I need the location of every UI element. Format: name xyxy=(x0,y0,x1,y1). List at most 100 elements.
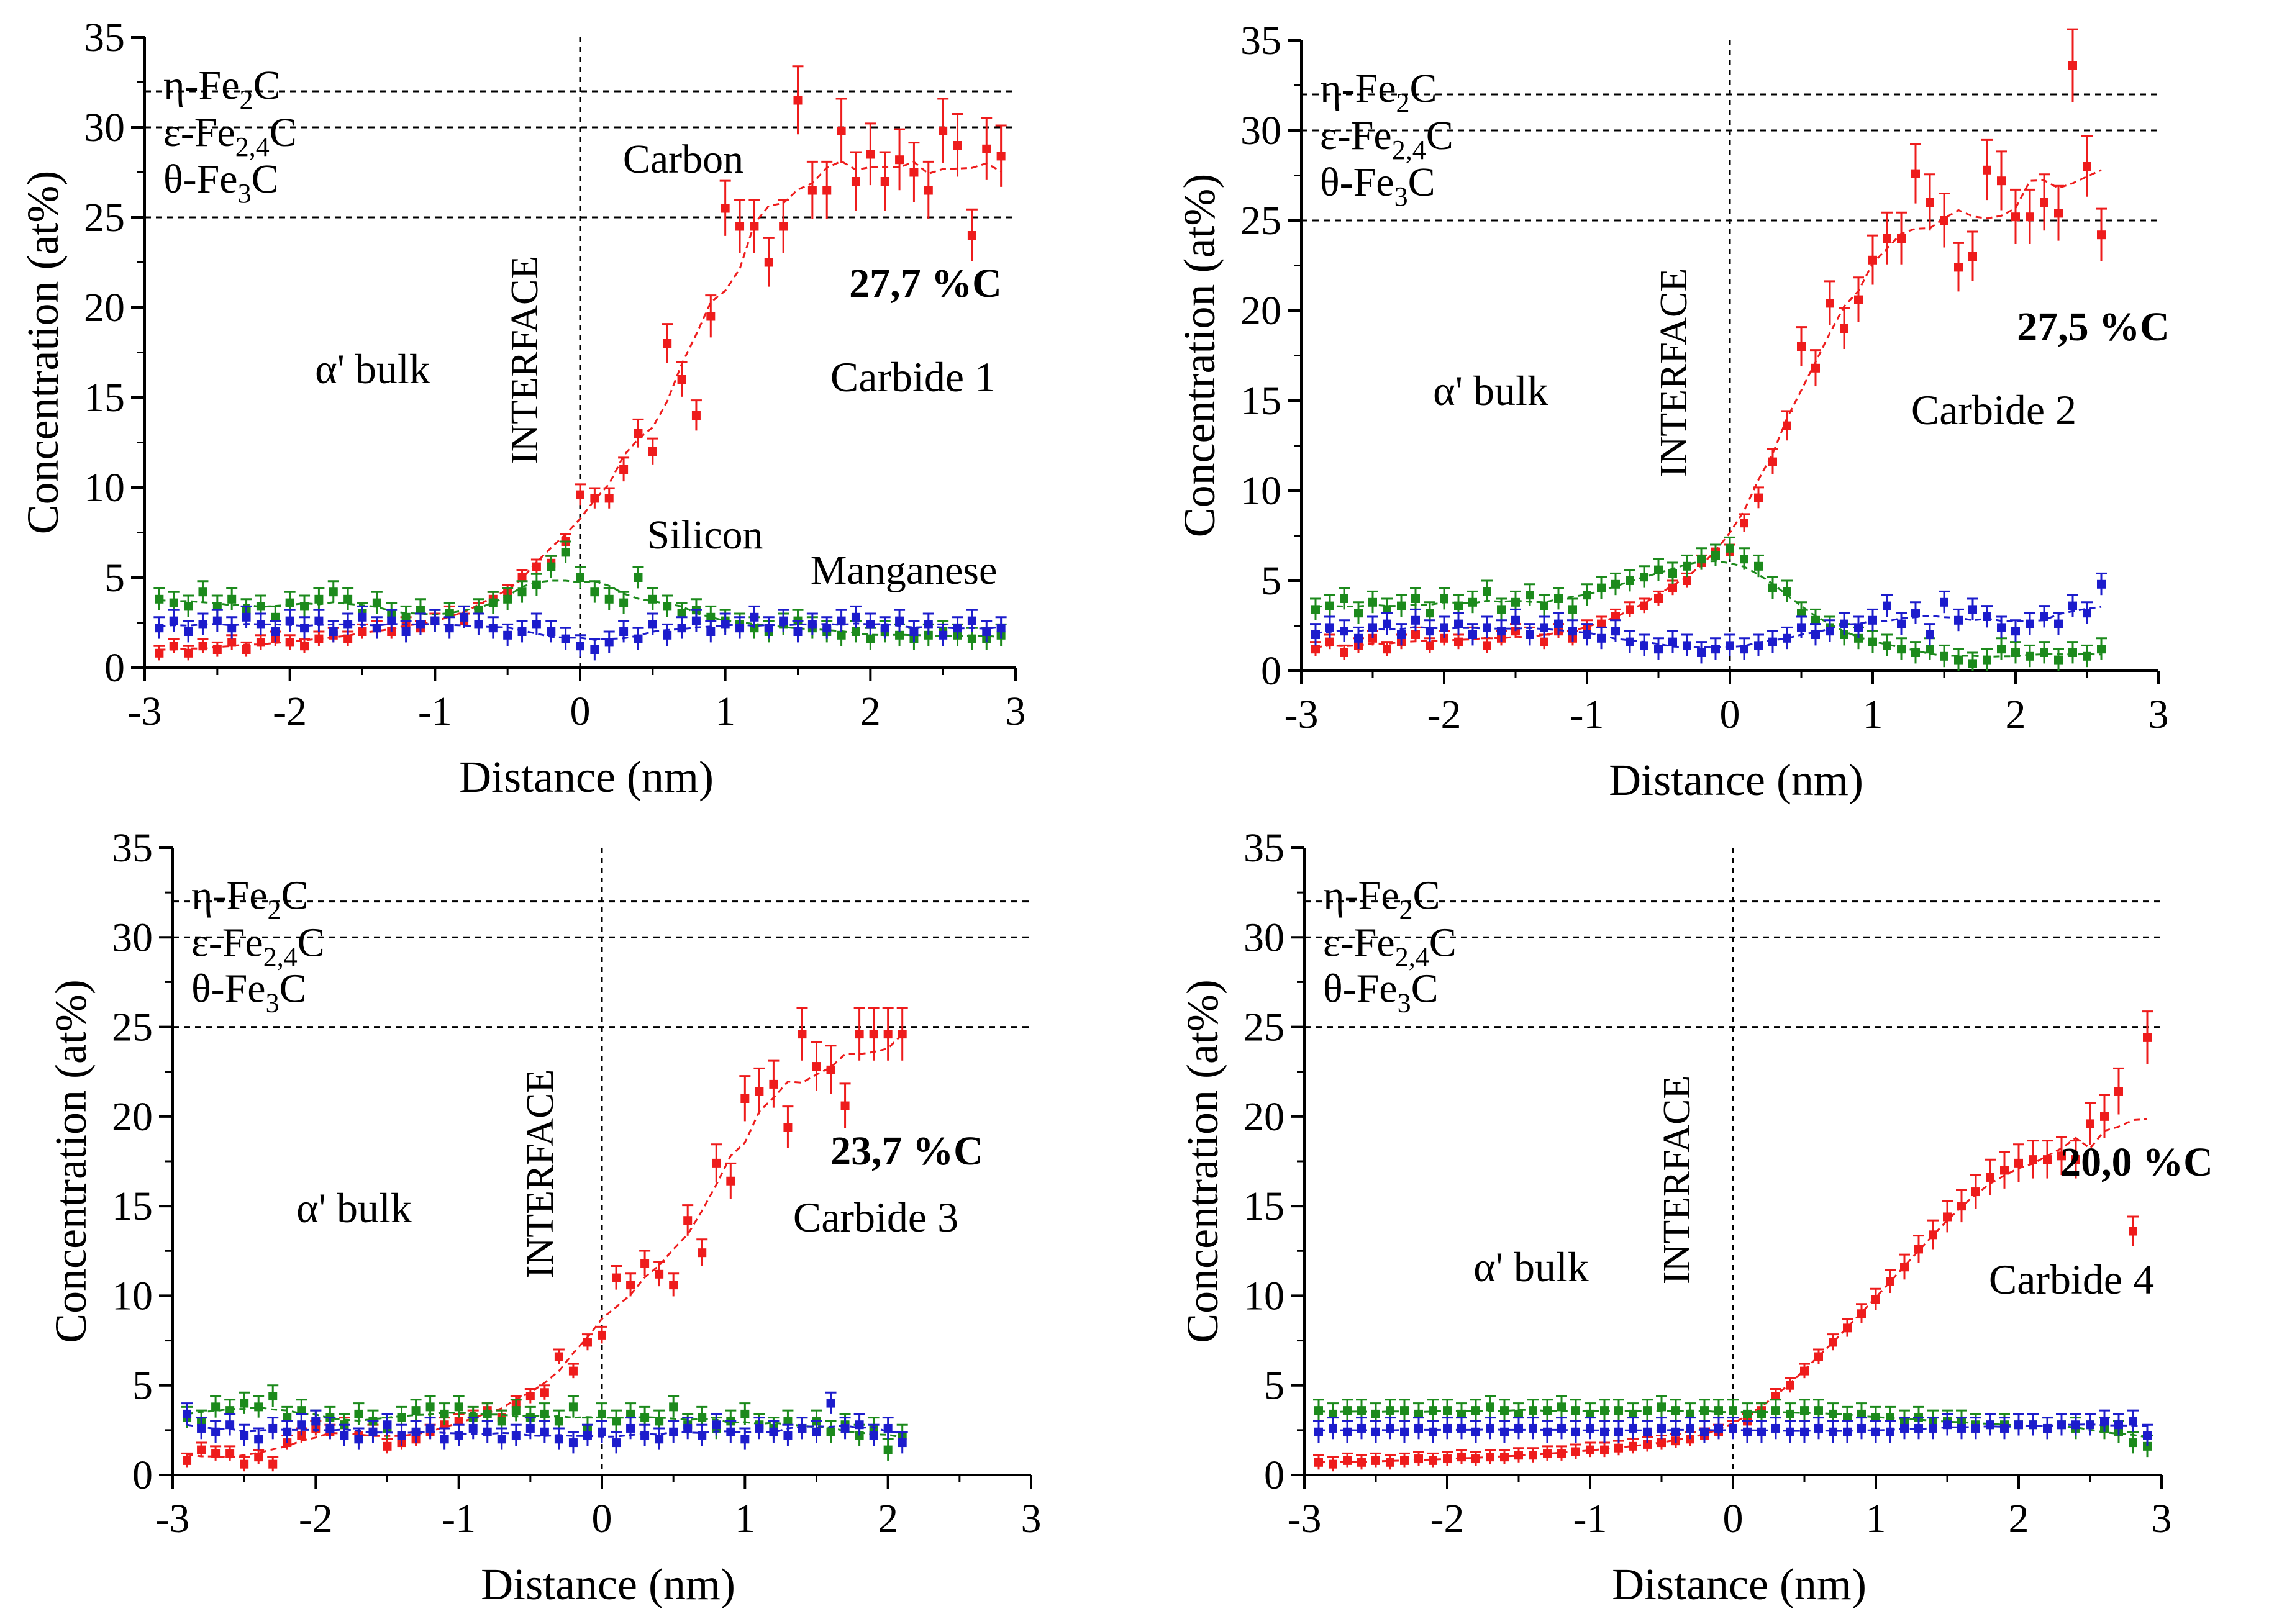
phase-subscript: 2,4 xyxy=(235,132,270,162)
data-point xyxy=(807,186,817,195)
data-point xyxy=(1397,601,1406,610)
data-point xyxy=(2129,1227,2137,1236)
data-point xyxy=(2097,579,2106,589)
data-point xyxy=(939,630,948,640)
data-point xyxy=(1340,648,1348,657)
data-point xyxy=(750,612,759,622)
data-point xyxy=(1929,1423,1937,1433)
data-point xyxy=(1614,1443,1623,1453)
data-point xyxy=(2000,1166,2009,1175)
y-axis-title: Concentration (at%) xyxy=(18,171,68,535)
x-tick-label: -3 xyxy=(156,1496,190,1541)
data-point xyxy=(1586,1409,1594,1418)
data-point xyxy=(626,1423,635,1433)
data-point xyxy=(2097,645,2106,654)
data-point xyxy=(2026,212,2034,222)
y-tick-label: 20 xyxy=(112,1094,153,1140)
data-point xyxy=(837,616,846,625)
data-point xyxy=(669,1402,678,1412)
x-tick-label: 2 xyxy=(878,1496,898,1541)
phase-prefix: ε-Fe xyxy=(1323,920,1395,965)
data-point xyxy=(1426,627,1434,636)
phase-label-3: θ-Fe3C xyxy=(1323,966,1439,1018)
x-tick-label: 1 xyxy=(1866,1496,1886,1541)
data-point xyxy=(285,598,294,607)
data-point xyxy=(1714,1406,1723,1415)
data-point xyxy=(612,1417,621,1426)
data-point xyxy=(1954,655,1963,665)
data-point xyxy=(779,616,788,625)
data-point xyxy=(1843,1323,1852,1333)
data-point xyxy=(1483,641,1491,650)
phase-label-1: η-Fe2C xyxy=(1323,873,1440,925)
data-point xyxy=(1900,1423,1909,1433)
data-point xyxy=(401,627,411,636)
data-point xyxy=(483,1427,492,1436)
data-point xyxy=(866,620,875,629)
data-point xyxy=(1783,587,1791,596)
data-point xyxy=(1400,1406,1409,1415)
data-point xyxy=(383,1441,392,1451)
phase-suffix: C xyxy=(253,63,281,108)
data-point xyxy=(1883,234,1891,243)
data-point xyxy=(411,1406,421,1415)
data-point xyxy=(1583,591,1591,600)
data-point xyxy=(2100,1417,2109,1426)
data-point xyxy=(155,594,164,604)
data-point xyxy=(1340,627,1348,636)
data-point xyxy=(1325,623,1334,632)
data-point xyxy=(640,1431,650,1440)
phase-suffix: C xyxy=(270,110,297,155)
data-point xyxy=(1714,1423,1723,1433)
phase-subscript: 3 xyxy=(1394,181,1408,212)
interface-label: INTERFACE xyxy=(519,1069,562,1278)
data-point xyxy=(1654,594,1663,603)
data-point xyxy=(996,624,1006,633)
data-point xyxy=(812,1062,821,1071)
data-point xyxy=(511,1406,521,1415)
data-point xyxy=(798,1030,807,1039)
data-point xyxy=(1754,641,1763,650)
data-point xyxy=(1371,1427,1380,1436)
data-point xyxy=(721,204,730,213)
phase-suffix: C xyxy=(1426,113,1453,158)
data-point xyxy=(740,1435,750,1444)
data-point xyxy=(1383,605,1391,614)
x-tick-label: -1 xyxy=(442,1496,476,1541)
data-point xyxy=(568,1438,578,1448)
phase-subscript: 2 xyxy=(240,84,253,115)
data-point xyxy=(387,616,396,625)
data-point xyxy=(735,222,745,231)
data-point xyxy=(1457,1409,1466,1418)
data-point xyxy=(1426,641,1434,650)
data-point xyxy=(1643,1440,1652,1449)
data-point xyxy=(1914,1245,1923,1254)
phase-label-1: η-Fe2C xyxy=(1320,66,1437,118)
phase-prefix: ε-Fe xyxy=(191,920,263,965)
data-point xyxy=(866,150,875,159)
phase-label-2: ε-Fe2,4C xyxy=(163,110,297,162)
data-point xyxy=(2114,1087,2123,1096)
data-point xyxy=(1811,630,1820,639)
data-point xyxy=(354,1409,363,1418)
interface-label: INTERFACE xyxy=(1653,268,1695,477)
data-point xyxy=(340,1431,349,1440)
x-tick-label: 1 xyxy=(715,689,735,734)
y-tick-label: 35 xyxy=(84,15,125,60)
trend-line xyxy=(159,160,1002,651)
data-point xyxy=(488,598,498,607)
data-point xyxy=(866,634,875,643)
phase-subscript: 2,4 xyxy=(1395,941,1429,972)
data-point xyxy=(488,624,498,633)
data-point xyxy=(683,1423,693,1433)
data-point xyxy=(1768,457,1777,466)
data-point xyxy=(2000,1423,2009,1433)
data-point xyxy=(1983,165,1991,175)
phase-subscript: 3 xyxy=(238,178,252,209)
data-point xyxy=(982,627,991,636)
data-point xyxy=(311,1417,321,1426)
data-point xyxy=(1354,633,1363,643)
data-point xyxy=(1386,1423,1394,1433)
phase-prefix: θ-Fe xyxy=(1320,160,1394,205)
